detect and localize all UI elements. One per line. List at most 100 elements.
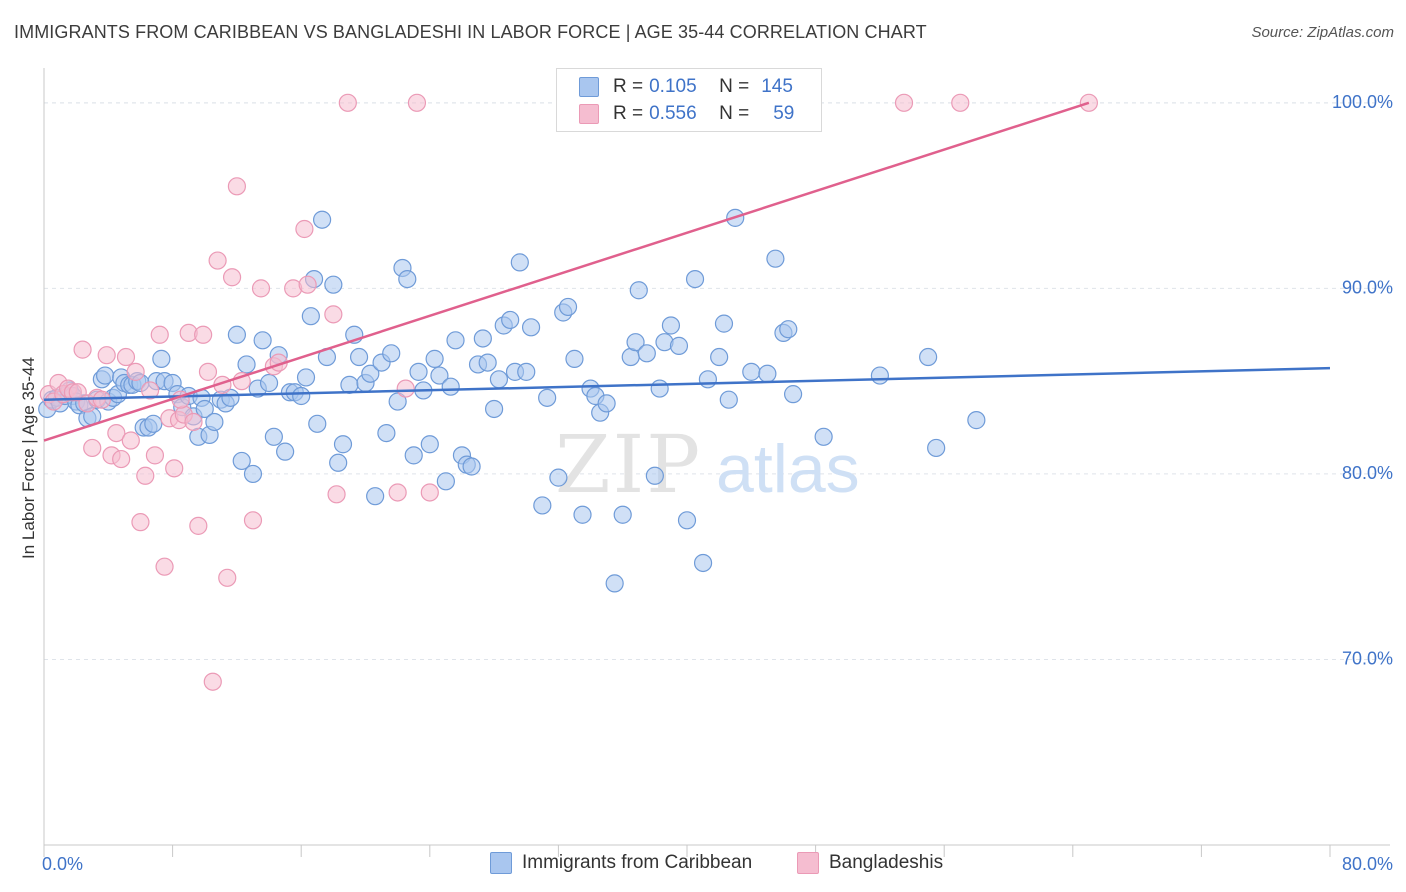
point-caribbean (388, 392, 407, 411)
legend-n-value-bangladeshis: 59 (773, 103, 795, 124)
bottom-legend-swatch-bangladeshis (797, 852, 819, 874)
legend-r-value-caribbean: 0.105 (649, 76, 697, 97)
point-caribbean (404, 446, 423, 465)
point-bangladeshi (227, 177, 246, 196)
point-caribbean (430, 366, 449, 385)
point-bangladeshi (83, 438, 102, 458)
point-caribbean (436, 472, 455, 491)
point-caribbean (919, 347, 938, 367)
legend-n-label: N = (719, 103, 750, 124)
point-caribbean (144, 414, 163, 433)
point-caribbean (377, 423, 396, 443)
point-bangladeshi (107, 423, 126, 443)
point-caribbean (441, 377, 460, 396)
point-caribbean (329, 453, 348, 472)
point-caribbean (573, 505, 592, 524)
point-bangladeshi (136, 466, 155, 485)
point-caribbean (301, 307, 320, 326)
point-caribbean (719, 390, 738, 409)
point-caribbean (382, 344, 401, 363)
legend-row-caribbean: R = 0.105 N = 145 (579, 74, 793, 100)
point-bangladeshi (251, 279, 271, 298)
point-bangladeshi (338, 93, 357, 112)
y-tick-label: 70.0% (1342, 648, 1393, 668)
point-bangladeshi (126, 362, 145, 381)
bottom-legend-label-caribbean: Immigrants from Caribbean (522, 852, 753, 873)
point-caribbean (276, 442, 295, 461)
point-caribbean (425, 349, 444, 368)
trend-lines (43, 101, 1331, 442)
point-caribbean (677, 511, 697, 530)
bottom-legend-bangladeshis: Bangladeshis (797, 852, 943, 874)
point-caribbean (814, 427, 833, 446)
point-bangladeshi (218, 568, 237, 587)
point-bangladeshi (116, 347, 136, 367)
point-bangladeshi (140, 381, 160, 400)
point-caribbean (312, 210, 332, 229)
point-caribbean (446, 331, 465, 350)
x-tick-label-max: 80.0% (1342, 854, 1393, 874)
point-bangladeshi (243, 511, 263, 530)
point-caribbean (227, 325, 246, 344)
legend-swatch-caribbean (579, 77, 599, 97)
y-tick-label: 90.0% (1342, 277, 1393, 297)
point-bangladeshi (184, 412, 203, 432)
bottom-legend-caribbean: Immigrants from Caribbean (490, 852, 752, 874)
point-caribbean (613, 505, 632, 524)
point-bangladeshi (73, 340, 92, 359)
legend-row-bangladeshis: R = 0.556 N = 59 (579, 101, 794, 127)
axes (43, 68, 1390, 857)
point-bangladeshi (189, 516, 208, 535)
point-caribbean (232, 451, 251, 471)
point-caribbean (308, 414, 327, 433)
legend: R = 0.105 N = 145 R = 0.556 N = 59 (556, 68, 822, 132)
point-caribbean (462, 457, 481, 476)
point-caribbean (409, 362, 428, 381)
point-caribbean (758, 364, 777, 383)
point-bangladeshi (194, 325, 213, 344)
point-caribbean (296, 368, 316, 387)
point-bangladeshi (951, 93, 970, 112)
trend-line-bangladeshi (43, 101, 1090, 442)
point-caribbean (398, 269, 417, 289)
point-caribbean (205, 412, 224, 432)
chart-title: IMMIGRANTS FROM CARIBBEAN VS BANGLADESHI… (14, 22, 927, 42)
point-caribbean (650, 379, 669, 398)
point-caribbean (340, 375, 359, 394)
point-caribbean (549, 468, 568, 487)
point-caribbean (517, 362, 536, 381)
point-caribbean (597, 394, 616, 413)
scatter-points (38, 93, 1098, 691)
point-caribbean (349, 347, 369, 367)
point-bangladeshi (121, 431, 140, 450)
point-bangladeshi (298, 275, 317, 294)
point-caribbean (714, 314, 734, 333)
point-bangladeshi (97, 346, 116, 365)
point-bangladeshi (894, 93, 914, 112)
point-bangladeshi (150, 325, 169, 344)
point-bangladeshi (420, 483, 439, 502)
point-caribbean (742, 362, 761, 381)
point-caribbean (485, 399, 504, 419)
legend-swatch-bangladeshis (579, 104, 599, 124)
legend-n-value-caribbean: 145 (761, 76, 793, 97)
watermark-zip: ZIP (555, 418, 702, 511)
point-bangladeshi (165, 459, 184, 478)
x-tick-label-min: 0.0% (42, 854, 83, 874)
bottom-legend-label-bangladeshis: Bangladeshis (829, 852, 944, 873)
point-caribbean (521, 318, 541, 337)
bottom-legend-swatch-caribbean (490, 852, 512, 874)
y-axis-title: In Labor Force | Age 35-44 (19, 357, 38, 559)
point-caribbean (420, 435, 439, 454)
legend-r-label: R = (613, 103, 644, 124)
point-caribbean (366, 487, 385, 506)
point-caribbean (292, 386, 311, 406)
point-caribbean (661, 316, 681, 335)
point-caribbean (533, 496, 552, 515)
point-caribbean (558, 297, 578, 317)
point-caribbean (710, 347, 729, 367)
y-tick-label: 100.0% (1332, 92, 1393, 112)
legend-n-label: N = (719, 76, 750, 97)
point-caribbean (626, 333, 645, 352)
